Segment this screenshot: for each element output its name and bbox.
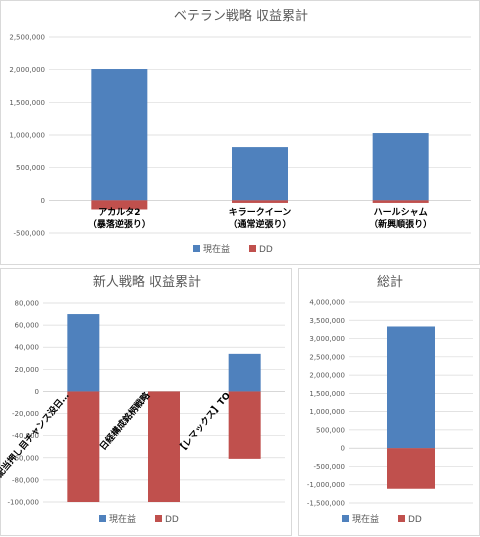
total-y-tick-label: 0 bbox=[341, 445, 345, 453]
total-y-tick-label: 3,000,000 bbox=[309, 335, 345, 343]
newbie-y-tick-label: -20,000 bbox=[12, 410, 39, 418]
newbie-bar-dd bbox=[67, 391, 100, 502]
veteran-bar-dd bbox=[232, 200, 288, 203]
veteran-bar-current bbox=[232, 147, 288, 201]
veteran-bar-dd bbox=[91, 200, 148, 210]
total-bar-current bbox=[387, 326, 435, 449]
newbie-y-tick-label: 0 bbox=[35, 388, 39, 396]
total-y-tick-label: 2,500,000 bbox=[309, 353, 345, 361]
newbie-bar-current bbox=[228, 353, 261, 392]
newbie-y-tick-label: 20,000 bbox=[15, 366, 40, 374]
veteran-y-tick-label: 0 bbox=[41, 197, 45, 205]
newbie-legend-swatch-current bbox=[99, 515, 106, 522]
veteran-y-tick-label: 2,000,000 bbox=[9, 66, 45, 74]
total-legend-swatch-current bbox=[342, 515, 349, 522]
newbie-chart-panel: 新人戦略 収益累計 -100,000 -80,000 -60,000 -40,000 -2… bbox=[0, 268, 292, 536]
total-y-tick-label: 500,000 bbox=[316, 426, 345, 434]
total-y-tick-label: 2,000,000 bbox=[309, 372, 345, 380]
veteran-y-tick-label: 500,000 bbox=[16, 164, 45, 172]
total-title: 総計 bbox=[377, 274, 403, 290]
newbie-legend-label-dd: DD bbox=[165, 515, 179, 525]
veteran-bar-current bbox=[372, 133, 429, 201]
veteran-category-label: キラークイーン bbox=[229, 207, 292, 218]
newbie-legend-swatch-dd bbox=[155, 515, 162, 522]
veteran-bar-dd bbox=[372, 200, 429, 203]
veteran-y-tick-label: 2,500,000 bbox=[9, 34, 45, 42]
newbie-y-tick-label: 60,000 bbox=[15, 322, 40, 330]
newbie-bar-dd bbox=[148, 391, 180, 502]
veteran-chart-panel: ベテラン戦略 収益累計 -500,000 0 500,000 1,000,000 1,50… bbox=[0, 0, 480, 265]
total-y-tick-label: -1,500,000 bbox=[307, 500, 345, 508]
veteran-title: ベテラン戦略 収益累計 bbox=[174, 8, 308, 24]
veteran-y-tick-label: 1,000,000 bbox=[9, 132, 45, 140]
total-y-tick-label: 1,500,000 bbox=[309, 390, 345, 398]
newbie-chart: 新人戦略 収益累計 -100,000 -80,000 -60,000 -40,000 -2… bbox=[0, 274, 285, 525]
newbie-y-tick-label: -60,000 bbox=[12, 454, 39, 462]
veteran-legend-label-current: 現在益 bbox=[203, 243, 230, 255]
veteran-category-label: ハールシャム bbox=[374, 207, 428, 218]
newbie-y-tick-label: -40,000 bbox=[12, 432, 39, 440]
newbie-title: 新人戦略 収益累計 bbox=[93, 274, 201, 290]
veteran-bar-current bbox=[91, 69, 148, 201]
total-chart: 総計 -1,500,000 -1,000,000 -500,000 0 500,000 1,… bbox=[307, 274, 473, 525]
total-y-tick-label: -500,000 bbox=[314, 463, 345, 471]
newbie-y-tick-label: 80,000 bbox=[15, 300, 40, 308]
total-legend-label-dd: DD bbox=[408, 515, 422, 525]
newbie-bar-current bbox=[67, 314, 100, 392]
newbie-y-tick-label: 40,000 bbox=[15, 344, 40, 352]
total-legend-swatch-dd bbox=[398, 515, 405, 522]
total-y-tick-label: 4,000,000 bbox=[309, 299, 345, 307]
veteran-legend-swatch-current bbox=[193, 245, 200, 252]
veteran-legend-swatch-dd bbox=[249, 245, 256, 252]
newbie-category-label: 日経構成銘柄戦略 bbox=[97, 389, 153, 453]
total-bar-dd bbox=[387, 448, 435, 489]
veteran-legend-label-dd: DD bbox=[259, 245, 273, 255]
newbie-y-tick-label: -80,000 bbox=[12, 476, 39, 484]
total-y-tick-label: -1,000,000 bbox=[307, 481, 345, 489]
total-legend-label-current: 現在益 bbox=[352, 513, 379, 525]
veteran-y-tick-label: 1,500,000 bbox=[9, 99, 45, 107]
total-chart-panel: 総計 -1,500,000 -1,000,000 -500,000 0 500,000 1,… bbox=[298, 268, 480, 536]
veteran-category-label: （新興順張り） bbox=[369, 218, 432, 230]
veteran-chart: ベテラン戦略 収益累計 -500,000 0 500,000 1,000,000 1,50… bbox=[9, 8, 471, 255]
veteran-y-tick-label: -500,000 bbox=[14, 230, 45, 238]
newbie-category-label: 【レマックス】TO bbox=[175, 390, 233, 456]
veteran-category-label: （通常逆張り） bbox=[228, 218, 291, 230]
veteran-category-label: アカルタ2 bbox=[98, 206, 140, 218]
veteran-category-label: （暴落逆張り） bbox=[88, 218, 151, 230]
total-y-tick-label: 3,500,000 bbox=[309, 317, 345, 325]
newbie-category-label: 高配当押し目チャンス没日… bbox=[0, 390, 72, 487]
newbie-y-tick-label: -100,000 bbox=[8, 499, 39, 507]
newbie-legend-label-current: 現在益 bbox=[109, 513, 136, 525]
newbie-bar-dd bbox=[228, 391, 261, 459]
total-y-tick-label: 1,000,000 bbox=[309, 408, 345, 416]
